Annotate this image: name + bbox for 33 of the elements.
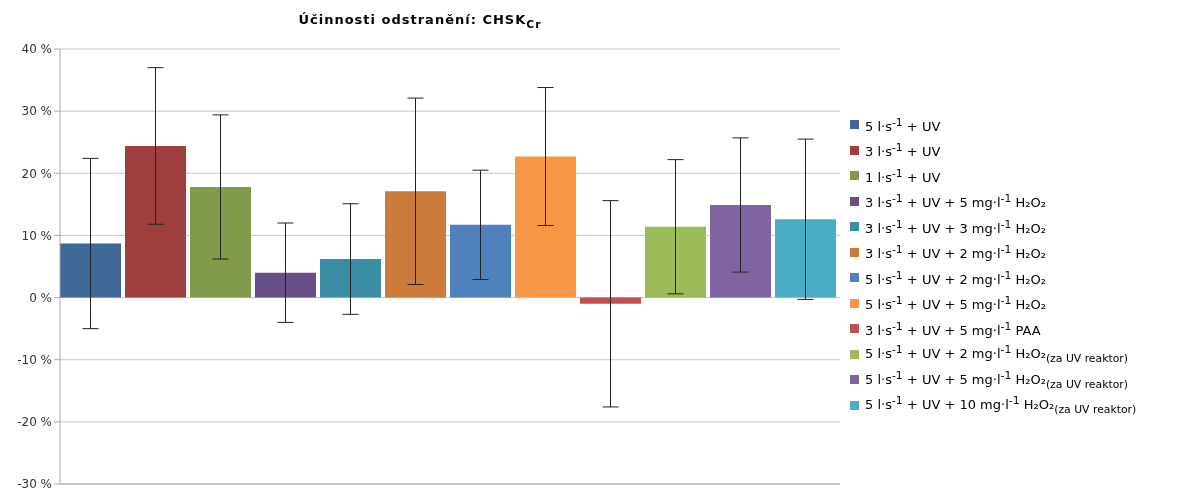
legend-label: 5 l·s$^{-1}$ + UV + 5 mg·l$^{-1}$ H₂O₂$_{(za UV reaktor)}$ [865,368,1128,391]
y-tick-label: -30 % [17,477,52,490]
y-tick-label: -20 % [17,415,52,430]
y-tick-label: -10 % [17,352,52,367]
bar [385,191,446,298]
bar [125,145,186,298]
chart-title: Účinnosti odstranění: CHSK$_{Cr}$ [297,12,543,31]
bar [60,243,121,298]
y-tick-label: 0 % [29,290,52,305]
bar [190,186,251,298]
bar [580,297,641,304]
y-tick-label: 10 % [21,228,52,243]
legend-label: 5 l·s$^{-1}$ + UV + 10 mg·l$^{-1}$ H₂O₂$_{(za UV reaktor)}$ [865,394,1137,417]
legend-label: 5 l·s$^{-1}$ + UV + 2 mg·l$^{-1}$ H₂O₂$_{(za UV reaktor)}$ [865,343,1128,366]
bar [255,272,316,298]
legend-label: 3 l·s$^{-1}$ + UV + 2 mg·l$^{-1}$ H₂O₂ [865,243,1046,262]
bar [515,156,576,298]
y-tick-label: 30 % [21,104,52,119]
legend-label: 3 l·s$^{-1}$ + UV [865,141,941,160]
legend-label: 3 l·s$^{-1}$ + UV + 3 mg·l$^{-1}$ H₂O₂ [865,217,1046,236]
legend-label: 3 l·s$^{-1}$ + UV + 5 mg·l$^{-1}$ H₂O₂ [865,192,1046,211]
bar [645,226,706,298]
bar [450,224,511,298]
legend-label: 3 l·s$^{-1}$ + UV + 5 mg·l$^{-1}$ PAA [865,319,1041,338]
bar [320,259,381,298]
y-tick-label: 20 % [21,166,52,181]
bar [710,204,771,298]
legend-label: 5 l·s$^{-1}$ + UV + 5 mg·l$^{-1}$ H₂O₂ [865,294,1046,313]
y-tick-label: 40 % [21,42,52,57]
legend-label: 5 l·s$^{-1}$ + UV + 2 mg·l$^{-1}$ H₂O₂ [865,268,1046,287]
legend-label: 1 l·s$^{-1}$ + UV [865,166,941,185]
bar [775,219,836,298]
legend-label: 5 l·s$^{-1}$ + UV [865,115,941,134]
